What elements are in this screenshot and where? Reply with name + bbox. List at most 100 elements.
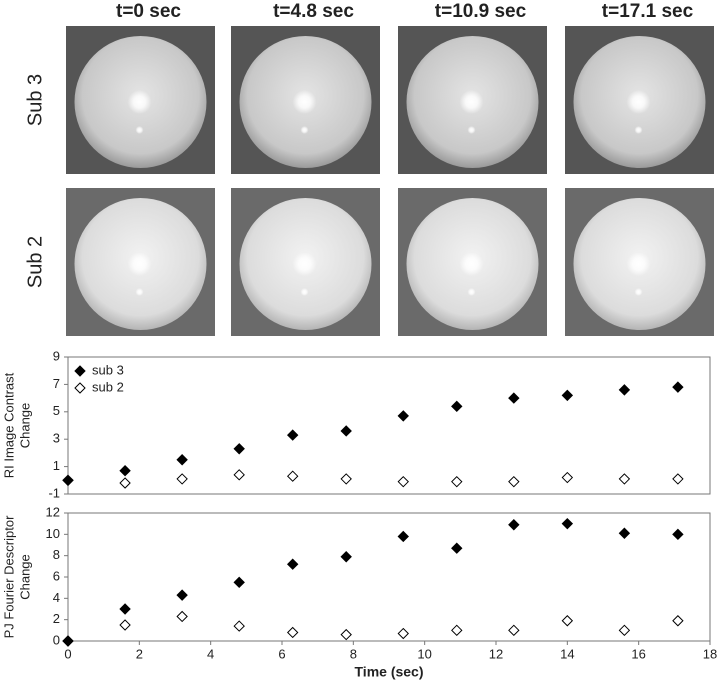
column-header: t=17.1 sec xyxy=(602,1,694,22)
y-tick-label: 10 xyxy=(46,526,60,541)
x-tick-label: 18 xyxy=(703,646,717,661)
y-axis-label: RI Image Contrast xyxy=(1,372,16,478)
point xyxy=(233,620,245,632)
y-tick-label: -1 xyxy=(48,485,60,500)
reflection xyxy=(127,252,152,276)
x-axis-label: Time (sec) xyxy=(355,664,424,680)
reflection-small xyxy=(467,288,476,296)
point xyxy=(451,475,463,488)
y-tick-label: 1 xyxy=(53,458,60,473)
y-tick-label: 5 xyxy=(53,403,60,418)
reflection-small xyxy=(467,126,476,134)
photo xyxy=(398,26,547,174)
plot-frame xyxy=(67,512,711,642)
point xyxy=(561,615,574,627)
point xyxy=(286,429,299,441)
reflection-small xyxy=(135,126,144,134)
point xyxy=(62,474,74,487)
x-tick-label: 8 xyxy=(350,646,357,661)
reflection-small xyxy=(300,126,309,134)
y-tick-label: 3 xyxy=(53,431,60,446)
legend-marker xyxy=(74,382,86,394)
point xyxy=(672,381,684,393)
y-axis-label: Change xyxy=(17,554,32,600)
reflection xyxy=(127,90,152,114)
point xyxy=(561,471,574,484)
x-tick-label: 0 xyxy=(64,646,71,661)
reflection xyxy=(459,252,484,276)
point xyxy=(451,400,463,413)
point xyxy=(451,542,463,554)
row-label: Sub 2 xyxy=(24,236,46,288)
point xyxy=(286,626,299,639)
point xyxy=(286,558,299,570)
point xyxy=(397,475,409,488)
legend-marker xyxy=(74,365,86,377)
column-header: t=0 sec xyxy=(116,1,181,22)
point xyxy=(340,551,352,563)
x-tick-label: 14 xyxy=(560,646,574,661)
y-tick-label: 2 xyxy=(53,611,60,626)
point xyxy=(119,477,131,489)
point xyxy=(176,589,188,601)
plot-frame xyxy=(67,356,711,495)
x-tick-label: 16 xyxy=(631,646,645,661)
photo xyxy=(66,188,215,336)
photo xyxy=(66,26,215,174)
point xyxy=(508,475,520,488)
x-tick-label: 4 xyxy=(207,646,214,661)
point xyxy=(672,615,684,627)
reflection-small xyxy=(300,288,309,296)
point xyxy=(233,576,245,589)
point xyxy=(176,454,188,466)
y-axis-label: PJ Fourier Descriptor xyxy=(1,515,16,638)
point xyxy=(233,443,245,455)
point xyxy=(397,627,409,640)
point xyxy=(62,635,74,647)
reflection-small xyxy=(634,126,643,134)
point xyxy=(340,628,352,641)
point xyxy=(176,473,188,485)
legend-label: sub 2 xyxy=(92,379,124,394)
point xyxy=(618,624,631,637)
y-tick-label: 0 xyxy=(53,632,60,647)
x-tick-label: 6 xyxy=(278,646,285,661)
point xyxy=(176,610,188,623)
point xyxy=(672,473,684,485)
y-tick-label: 8 xyxy=(53,547,60,562)
point xyxy=(233,469,245,481)
point xyxy=(340,425,352,437)
x-tick-label: 10 xyxy=(417,646,431,661)
point xyxy=(672,528,684,541)
point xyxy=(286,470,299,482)
point xyxy=(561,389,574,402)
point xyxy=(561,517,574,530)
y-tick-label: 9 xyxy=(53,348,60,363)
reflection-small xyxy=(135,288,144,296)
reflection-small xyxy=(634,288,643,296)
point xyxy=(618,384,631,396)
point xyxy=(618,527,631,539)
point xyxy=(119,465,131,477)
y-tick-label: 12 xyxy=(46,504,60,519)
y-tick-label: 6 xyxy=(53,568,60,583)
y-tick-label: 7 xyxy=(53,376,60,391)
photo xyxy=(231,188,380,336)
point xyxy=(397,410,409,422)
point xyxy=(508,624,520,637)
photo xyxy=(565,188,714,336)
reflection xyxy=(626,90,651,114)
point xyxy=(618,473,631,485)
y-tick-label: 4 xyxy=(53,590,60,605)
x-tick-label: 12 xyxy=(489,646,503,661)
point xyxy=(397,530,409,543)
point xyxy=(119,603,131,615)
reflection xyxy=(292,252,317,276)
reflection xyxy=(292,90,317,114)
point xyxy=(508,519,520,531)
point xyxy=(508,392,520,404)
column-header: t=10.9 sec xyxy=(435,1,527,22)
row-label: Sub 3 xyxy=(24,74,46,126)
point xyxy=(340,473,352,485)
